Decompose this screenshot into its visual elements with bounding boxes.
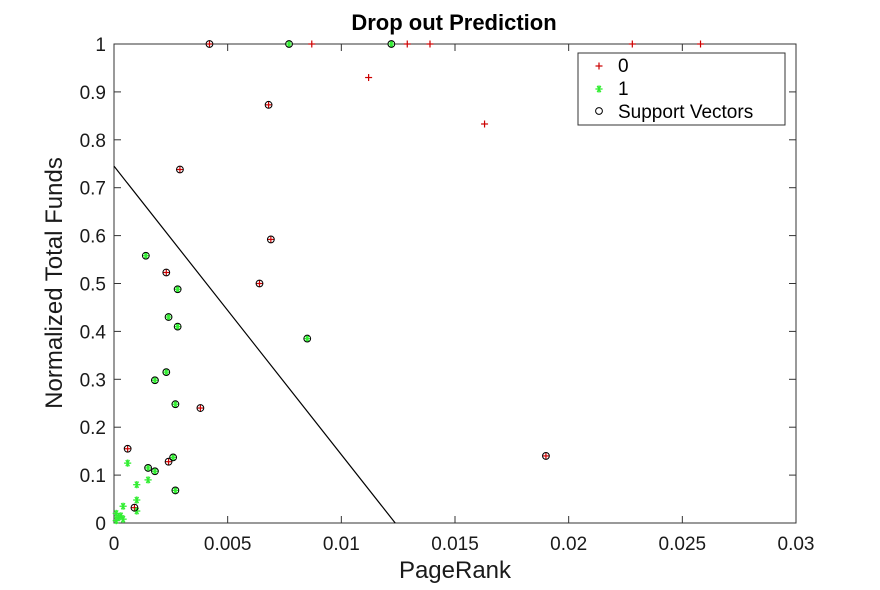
y-tick-label: 0.3: [80, 370, 106, 391]
support-vector-marker: [151, 467, 159, 476]
class-1-point: [151, 467, 159, 475]
support-vector-marker: [264, 100, 273, 109]
class-0-point: [205, 40, 213, 48]
y-axis-label: Normalized Total Funds: [41, 157, 68, 409]
y-tick-label: 0.6: [80, 227, 106, 248]
class-0-point: [267, 235, 275, 243]
support-vector-marker: [173, 285, 182, 294]
class-0-point: [176, 165, 184, 173]
x-tick-label: 0: [109, 534, 120, 555]
class-0-point: [196, 404, 204, 412]
x-tick-label: 0.015: [431, 534, 479, 555]
class-0-point: [162, 268, 170, 276]
class-1-point: [174, 323, 182, 331]
class-1-point: [387, 40, 395, 48]
x-tick-label: 0.02: [550, 534, 587, 555]
class-1-point: [144, 476, 152, 484]
points-layer: [112, 40, 705, 525]
class-1-point: [117, 512, 125, 520]
support-vector-marker: [387, 40, 396, 48]
class-0-point: [365, 74, 373, 82]
y-tick-label: 0.4: [80, 322, 107, 343]
legend: 0 1 Support Vectors: [577, 52, 786, 126]
class-1-point: [151, 376, 159, 384]
x-tick-label: 0.025: [659, 534, 707, 555]
class-1-point: [164, 313, 173, 321]
support-vector-marker: [162, 268, 171, 277]
y-tick-label: 1: [95, 35, 106, 56]
class-0-point: [308, 40, 316, 48]
support-vector-marker: [151, 376, 159, 385]
legend-marker-0: [595, 62, 603, 70]
support-vector-marker: [285, 40, 293, 48]
chart-title: Drop out Prediction: [351, 10, 556, 35]
support-vector-marker: [169, 453, 178, 462]
support-vector-marker: [141, 251, 150, 260]
class-0-point: [628, 40, 636, 48]
legend-label-1: 1: [618, 79, 629, 100]
class-1-point: [303, 334, 311, 343]
legend-label-support-vectors: Support Vectors: [618, 102, 753, 123]
support-vector-marker: [162, 368, 171, 377]
support-vector-marker: [542, 452, 550, 460]
x-tick-label: 0.03: [778, 534, 815, 555]
class-1-point: [171, 486, 179, 495]
class-0-point: [255, 280, 263, 287]
support-vector-marker: [303, 334, 312, 343]
y-tick-label: 0.1: [80, 466, 106, 487]
class-1-point: [119, 502, 127, 510]
y-tick-label: 0: [95, 514, 106, 535]
support-vector-marker: [144, 464, 153, 472]
support-vector-marker: [173, 322, 182, 331]
support-vector-marker: [164, 313, 173, 321]
class-1-point: [174, 285, 182, 293]
y-tick-label: 0.9: [80, 83, 106, 104]
class-1-point: [133, 496, 141, 504]
support-vector-marker: [255, 279, 264, 288]
legend-marker-1: [595, 85, 603, 93]
support-vector-marker: [164, 457, 173, 466]
class-1-point: [124, 459, 132, 467]
x-tick-label: 0.01: [323, 534, 360, 555]
support-vector-marker: [130, 503, 139, 512]
support-vector-marker: [123, 444, 132, 453]
support-vector-marker: [266, 235, 275, 244]
x-axis-label: PageRank: [399, 557, 512, 584]
y-tick-label: 0.7: [80, 179, 106, 200]
class-1-point: [169, 453, 177, 461]
support-vector-marker: [205, 40, 214, 48]
class-0-point: [165, 458, 173, 466]
support-vector-marker: [176, 165, 184, 174]
support-vector-marker: [171, 400, 180, 409]
class-1-point: [112, 517, 120, 525]
class-0-point: [265, 101, 273, 109]
class-0-point: [481, 120, 489, 128]
ticks-layer: 0 0.005 0.01 0.015 0.02 0.025 0.03 0 0.1 0.2 0.3 0.…: [80, 35, 815, 555]
legend-marker-support-vectors: [595, 107, 603, 115]
support-vector-marker: [171, 486, 180, 495]
class-1-point: [171, 400, 179, 408]
class-1-point: [285, 40, 293, 48]
y-tick-label: 0.2: [80, 418, 106, 439]
support-vector-marker: [196, 404, 205, 412]
legend-markers: [595, 62, 603, 115]
legend-label-0: 0: [618, 56, 629, 77]
y-tick-label: 0.8: [80, 131, 106, 152]
class-0-point: [426, 40, 434, 48]
class-1-point: [133, 481, 141, 489]
y-tick-label: 0.5: [80, 275, 106, 296]
class-1-point: [162, 368, 170, 376]
class-0-point: [542, 452, 550, 460]
class-1-point: [144, 464, 152, 472]
class-0-point: [403, 40, 411, 48]
class-0-point: [697, 40, 705, 48]
legend-box: [577, 52, 786, 126]
decision-boundary-line: [113, 165, 396, 524]
class-1-point: [142, 252, 150, 260]
x-tick-label: 0.005: [204, 534, 252, 555]
class-0-point: [124, 445, 132, 453]
